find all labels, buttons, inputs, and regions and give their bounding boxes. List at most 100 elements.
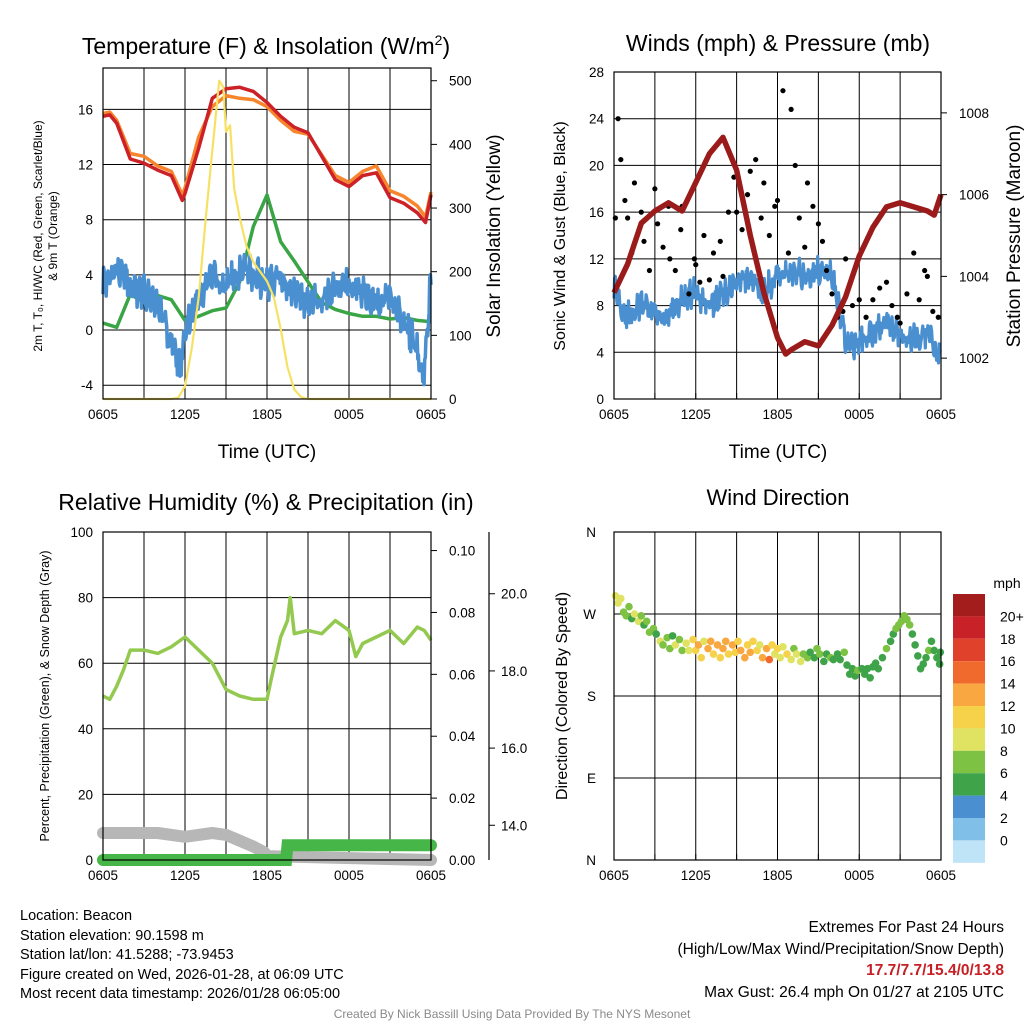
gust-point xyxy=(796,215,802,221)
gust-point xyxy=(693,262,699,268)
direction-point xyxy=(741,653,749,662)
snow-tick-label: 16.0 xyxy=(501,741,527,756)
colorbar-swatch xyxy=(953,616,985,639)
direction-point xyxy=(829,655,838,664)
colorbar-swatch xyxy=(953,750,985,774)
figure-created: Figure created on Wed, 2026-01-28, at 06… xyxy=(20,966,344,983)
gust-point xyxy=(772,203,778,209)
direction-point xyxy=(886,637,895,646)
gust-point xyxy=(802,244,808,250)
y2-tick-label: 100 xyxy=(449,328,472,343)
snow-tick-label: 18.0 xyxy=(501,664,527,679)
direction-point xyxy=(755,641,764,649)
x-tick-label: 0005 xyxy=(844,868,874,883)
gust-point xyxy=(734,209,740,215)
temperature-series-9m-t xyxy=(102,93,433,219)
colorbar-label: 2 xyxy=(1000,810,1008,826)
y-tick-label: 8 xyxy=(596,299,604,314)
gust-point xyxy=(758,215,764,221)
colorbar-label: 0 xyxy=(1000,832,1008,848)
station-latlon: Station lat/lon: 41.5288; -73.9453 xyxy=(20,947,234,964)
y-tick-label: 0 xyxy=(85,323,93,338)
sonic-wind-line xyxy=(612,254,942,365)
gust-point xyxy=(883,279,890,285)
direction-point xyxy=(728,641,737,649)
direction-tick-label: S xyxy=(587,689,596,704)
gust-point xyxy=(655,221,661,227)
direction-point xyxy=(792,650,801,658)
plot-border xyxy=(613,531,942,861)
x-tick-label: 0005 xyxy=(844,407,874,422)
direction-point xyxy=(704,644,712,653)
gust-point xyxy=(829,291,835,297)
direction-point xyxy=(734,637,742,646)
colorbar-swatch xyxy=(953,773,985,796)
temperature-title: Temperature (F) & Insolation (W/m2) xyxy=(82,32,450,59)
gust-point xyxy=(744,192,751,198)
x-tick-label: 0605 xyxy=(416,868,446,883)
direction-point xyxy=(659,641,667,649)
gust-point xyxy=(870,297,876,303)
gust-point xyxy=(863,314,869,320)
gust-point xyxy=(819,238,826,244)
extremes-values: 17.7/7.7/15.4/0/13.8 xyxy=(866,962,1004,979)
direction-point xyxy=(924,646,933,655)
y2-tick-label: 1006 xyxy=(959,188,989,203)
direction-point xyxy=(637,612,646,620)
colorbar-swatch xyxy=(953,638,985,662)
direction-point xyxy=(820,657,828,666)
gust-point xyxy=(804,180,811,186)
direction-point xyxy=(671,641,680,649)
winds-plot-area: 0 4 8 12 16 20 24 28 1002 1004 1006 1008 0605 1205 180… xyxy=(589,65,990,422)
wind-direction-title: Wind Direction xyxy=(706,485,849,510)
extremes-title: Extremes For Past 24 Hours xyxy=(808,919,1004,936)
y2-tick-label: 1002 xyxy=(959,351,989,366)
direction-point xyxy=(706,637,715,646)
x-tick-label: 0605 xyxy=(88,868,118,883)
direction-point xyxy=(882,644,891,653)
winds-title: Winds (mph) & Pressure (mb) xyxy=(626,30,930,56)
precip-tick-label: 0.04 xyxy=(449,729,476,744)
gust-point xyxy=(691,256,697,262)
gust-point xyxy=(725,209,732,215)
credit-line: Created By Nick Bassill Using Data Provi… xyxy=(333,1007,691,1021)
plot-border xyxy=(102,67,432,400)
gust-point xyxy=(739,227,745,233)
direction-point xyxy=(936,648,945,657)
direction-point xyxy=(874,664,883,673)
gust-point xyxy=(747,168,753,174)
x-tick-label: 1805 xyxy=(762,407,792,422)
y-tick-label: 40 xyxy=(78,722,93,737)
y-tick-label: 12 xyxy=(78,158,93,173)
recent-data-timestamp: Most recent data timestamp: 2026/01/28 0… xyxy=(20,986,341,1003)
direction-point xyxy=(765,655,774,664)
precip-tick-label: 0.06 xyxy=(449,667,475,682)
colorbar-label: 12 xyxy=(1000,698,1016,714)
direction-point xyxy=(919,660,928,668)
direction-point xyxy=(678,646,686,655)
x-tick-label: 0605 xyxy=(599,407,629,422)
direction-point xyxy=(721,637,730,646)
direction-point xyxy=(716,653,725,662)
x-tick-label: 1205 xyxy=(681,407,711,422)
direction-point xyxy=(933,653,941,662)
gust-point xyxy=(815,221,821,227)
gust-point xyxy=(766,232,772,239)
gust-point xyxy=(615,116,621,122)
direction-point xyxy=(642,617,651,626)
direction-point xyxy=(724,650,733,658)
gust-point xyxy=(667,256,673,262)
extremes-description: (High/Low/Max Wind/Precipitation/Snow De… xyxy=(677,940,1005,958)
gust-point xyxy=(856,297,862,303)
colorbar-swatch xyxy=(953,818,985,841)
pressure-ylabel: Station Pressure (Maroon) xyxy=(1004,125,1024,348)
y-tick-label: 4 xyxy=(85,268,93,283)
gust-point xyxy=(720,273,726,279)
direction-point xyxy=(810,653,819,662)
gust-point xyxy=(710,250,717,256)
direction-point xyxy=(914,652,922,660)
precip-tick-label: 0.08 xyxy=(449,605,475,620)
gust-point xyxy=(646,267,653,274)
colorbar-label: 18 xyxy=(1000,631,1016,647)
